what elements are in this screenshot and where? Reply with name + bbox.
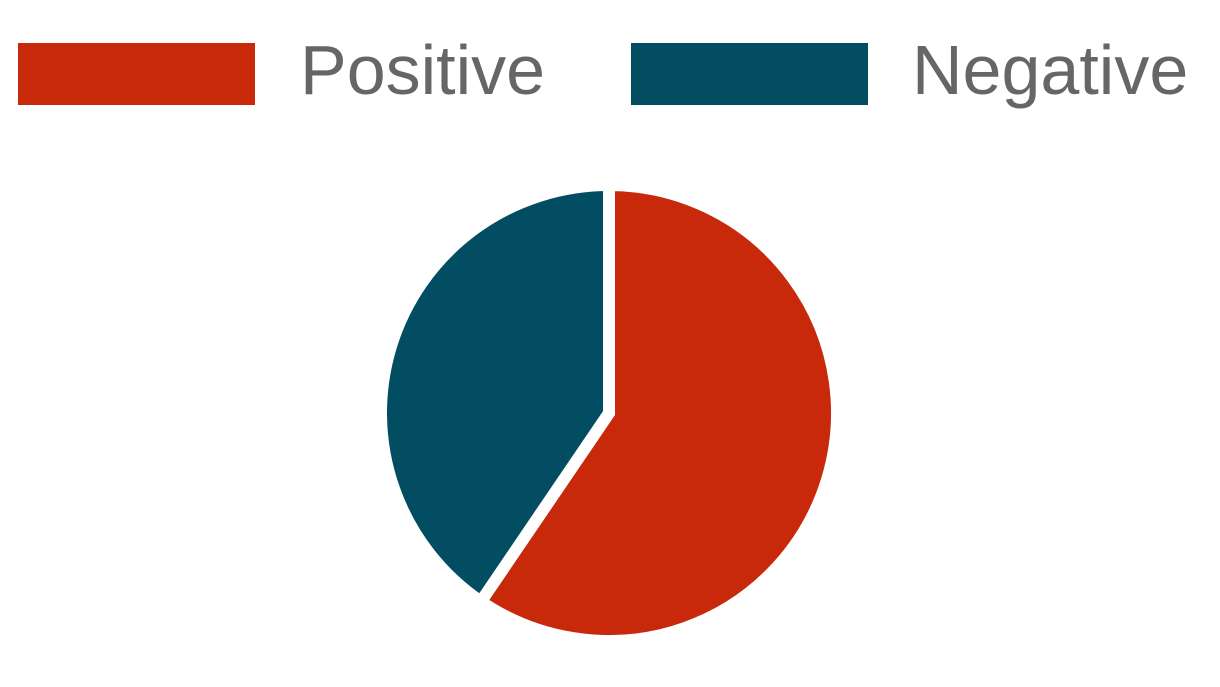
legend-label-positive: Positive [300,31,546,109]
pie-slice-positive [472,178,843,647]
legend-swatch-negative [631,43,868,105]
chart-legend: Positive Negative [0,0,1220,150]
legend-swatch-positive [18,43,255,105]
legend-label-negative: Negative [912,31,1189,109]
pie-slice-negative [375,178,615,610]
